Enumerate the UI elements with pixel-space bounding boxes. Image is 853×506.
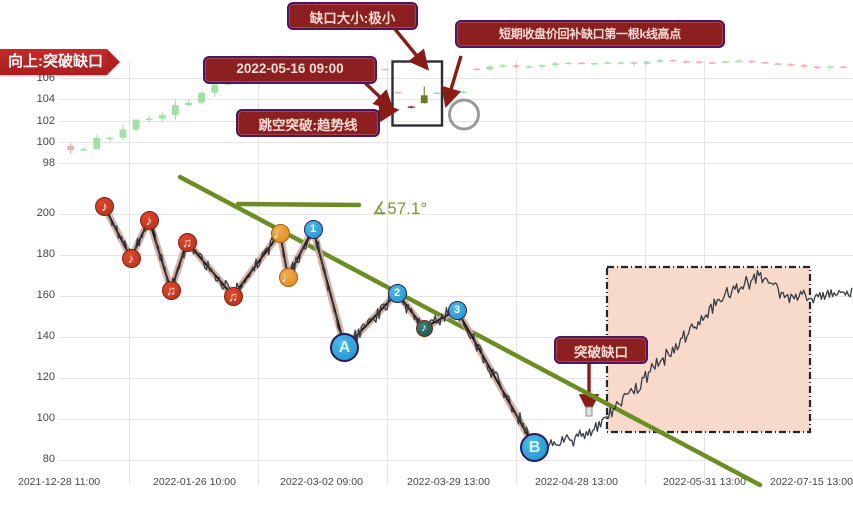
svg-text:∡57.1°: ∡57.1° [372,199,427,218]
